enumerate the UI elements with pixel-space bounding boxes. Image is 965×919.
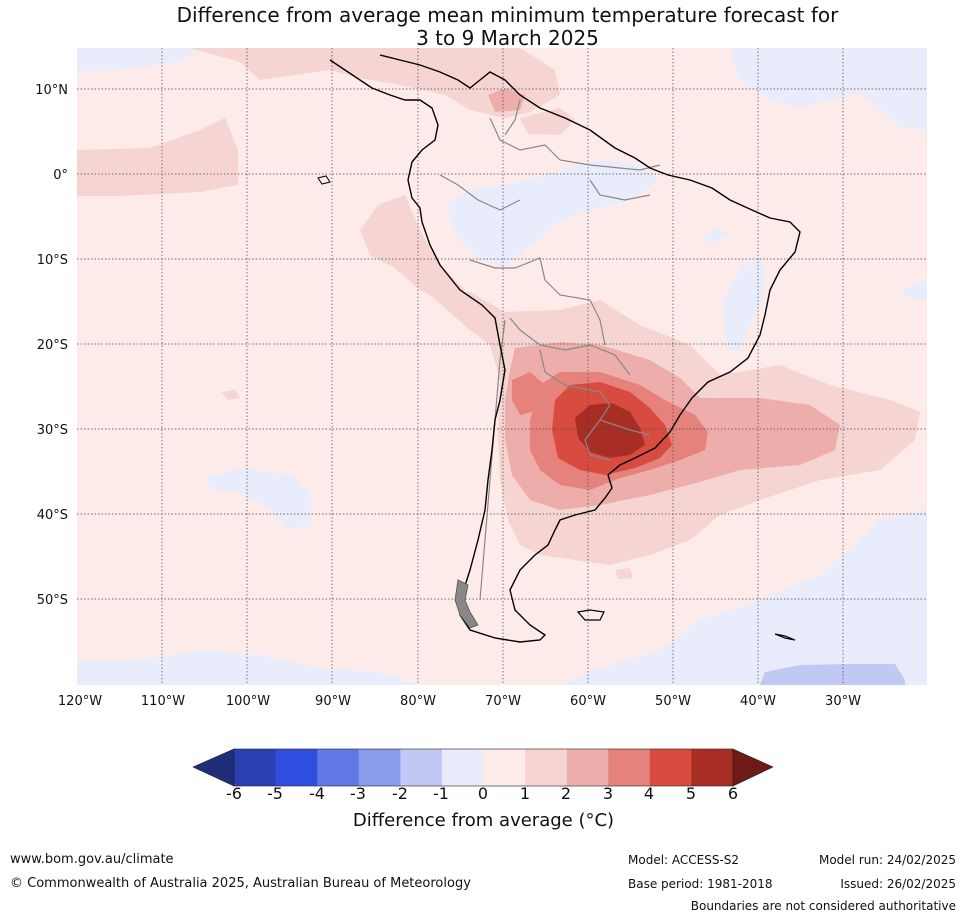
copyright-text: © Commonwealth of Australia 2025, Austra… [10,876,471,891]
anomaly-field [77,48,927,685]
cool-area-south-pacific [77,650,420,685]
cooler-area-south-atlantic [760,664,905,685]
colorbar-cell [441,749,484,786]
colorbar-cell [525,749,568,786]
lat-label: 10°S [37,253,68,268]
colorbar-cell [566,749,609,786]
lon-label: 70°W [485,694,521,709]
coastline-south-america [329,54,801,643]
colorbar-cell [234,749,276,786]
cool-area-brazil-east [700,228,730,244]
colorbar-cells [233,748,734,787]
lat-label: 30°S [37,423,68,438]
cool-area-south-atlantic [560,510,927,685]
colorbar-tick: 0 [478,784,488,803]
coastline-falklands [576,609,605,621]
colorbar-cell [358,749,401,786]
colorbar-cell [608,749,651,786]
lon-label: 90°W [315,694,351,709]
warmer-area-caribbean [488,88,525,112]
colorbar-tick: 5 [686,784,696,803]
warm-area-patagonia-spot [615,568,633,579]
warm-area-pacific-spot [222,390,240,400]
graticule [77,48,927,685]
colorbar-tick: -1 [433,784,449,803]
colorbar-tick: -5 [267,784,283,803]
colorbar-tick: 6 [728,784,738,803]
warm-area-small-north [520,108,575,135]
cool-area-nw-pacific [77,48,200,72]
warm-area-caribbean [190,48,560,118]
colorbar-tick: -6 [226,784,242,803]
colorbar-tick-labels: -6 -5 -4 -3 -2 -1 0 1 2 3 4 5 6 [226,784,738,803]
colorbar-cell [483,749,526,786]
lon-label: 100°W [226,694,270,709]
colorbar-tick: 1 [520,784,530,803]
base-period: Base period: 1981-2018 [628,877,773,891]
warm-area-andes-coast [360,195,465,300]
colorbar-tick: 2 [561,784,571,803]
cool-area-amazon [445,160,660,268]
lon-label: 50°W [655,694,691,709]
lat-label: 0° [53,168,68,183]
chilean-fjords [454,579,479,629]
colorbar-cell [400,749,443,786]
colorbar-tick: -4 [309,784,325,803]
coastline-galapagos [317,175,331,185]
colorbar-cell [317,749,360,786]
colorbar-extend-min [192,748,235,787]
cool-area-brazil-coast [722,255,765,350]
cool-area-north-atlantic [730,48,927,130]
colorbar-tick: -2 [392,784,408,803]
lat-label: 50°S [37,593,68,608]
colorbar-extend-max [732,748,774,787]
latitude-labels: 10°N 0° 10°S 20°S 30°S 40°S 50°S [35,83,68,608]
issued-date: Issued: 26/02/2025 [840,877,956,891]
model-run-date: Model run: 24/02/2025 [818,853,956,867]
cool-area-east-atlantic [900,280,927,300]
colorbar-cell [691,749,734,786]
lon-label: 110°W [141,694,185,709]
lon-label: 80°W [400,694,436,709]
website-link[interactable]: www.bom.gov.au/climate [10,852,174,867]
colorbar-tick: -3 [350,784,366,803]
lat-label: 20°S [37,338,68,353]
model-name: Model: ACCESS-S2 [628,853,740,867]
lon-label: 30°W [825,694,861,709]
title-line-2: 3 to 9 March 2025 [416,26,599,50]
lat-label: 10°N [35,83,68,98]
chart-title: Difference from average mean minimum tem… [0,4,965,50]
coastline-south-georgia [774,633,796,641]
title-line-1: Difference from average mean minimum tem… [176,3,839,27]
colorbar-label: Difference from average (°C) [352,810,615,831]
extreme-hot-area [575,403,645,458]
lon-label: 60°W [570,694,606,709]
warm-area-equatorial-pacific [77,118,238,196]
colorbar: -6 -5 -4 -3 -2 -1 0 1 2 3 4 5 6 [192,748,774,803]
country-borders [439,99,661,601]
lon-label: 120°W [58,694,102,709]
colorbar-cell [275,749,318,786]
colorbar-cell [649,749,692,786]
colorbar-tick: 4 [644,784,654,803]
lon-label: 40°W [740,694,776,709]
longitude-labels: 120°W 110°W 100°W 90°W 80°W 70°W 60°W 50… [58,694,861,709]
lat-label: 40°S [37,508,68,523]
colorbar-tick: 3 [603,784,613,803]
boundaries-disclaimer: Boundaries are not considered authoritat… [690,899,956,913]
cool-area-se-pacific [208,468,312,530]
